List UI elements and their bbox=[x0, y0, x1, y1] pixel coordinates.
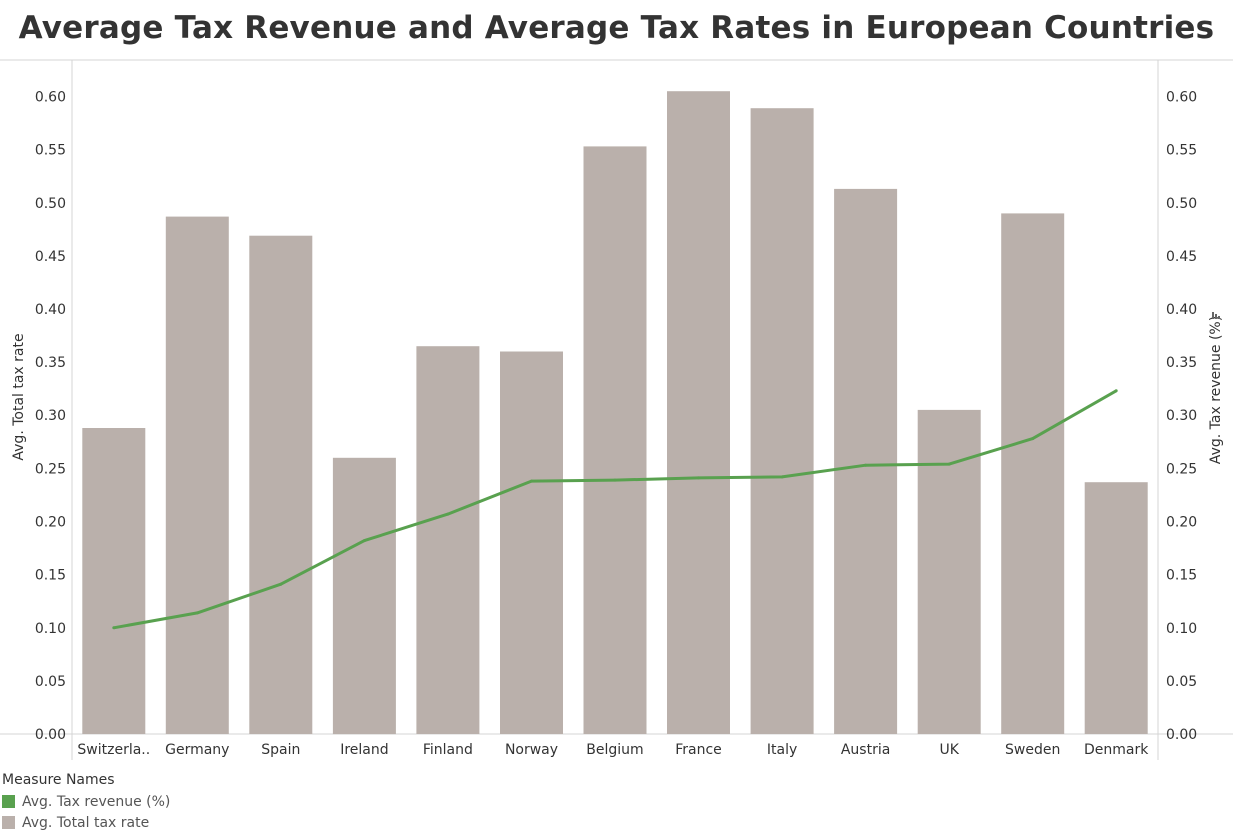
right-tick-label: 0.35 bbox=[1166, 355, 1197, 371]
right-tick-label: 0.15 bbox=[1166, 568, 1197, 584]
line-point-0[interactable] bbox=[112, 626, 116, 630]
line-point-9[interactable] bbox=[864, 463, 868, 467]
line-point-1[interactable] bbox=[195, 611, 199, 615]
bar-11[interactable] bbox=[1001, 213, 1065, 734]
bar-6[interactable] bbox=[583, 146, 647, 734]
bar-1[interactable] bbox=[165, 216, 229, 735]
x-tick-label: Denmark bbox=[1084, 742, 1149, 758]
x-tick-label: Switzerla.. bbox=[77, 742, 150, 758]
line-point-3[interactable] bbox=[362, 539, 366, 543]
bar-7[interactable] bbox=[667, 91, 730, 734]
right-tick-label: 0.10 bbox=[1166, 621, 1197, 637]
x-tick-label: Italy bbox=[767, 742, 797, 758]
left-tick-label: 0.35 bbox=[35, 355, 66, 371]
x-tick-label: Norway bbox=[505, 742, 558, 758]
left-axis-title: Avg. Total tax rate bbox=[11, 333, 27, 460]
right-tick-label: 0.05 bbox=[1166, 674, 1197, 690]
bar-3[interactable] bbox=[332, 457, 396, 735]
right-tick-label: 0.50 bbox=[1166, 196, 1197, 212]
line-point-11[interactable] bbox=[1031, 437, 1035, 441]
right-tick-label: 0.45 bbox=[1166, 249, 1197, 265]
left-tick-label: 0.15 bbox=[35, 568, 66, 584]
x-tick-label: Spain bbox=[261, 742, 300, 758]
line-point-5[interactable] bbox=[530, 479, 533, 483]
left-tick-label: 0.00 bbox=[35, 727, 66, 743]
bar-2[interactable] bbox=[249, 235, 313, 734]
right-tick-label: 0.25 bbox=[1166, 461, 1197, 477]
left-tick-label: 0.55 bbox=[35, 143, 66, 159]
line-point-2[interactable] bbox=[279, 582, 283, 586]
right-tick-label: 0.30 bbox=[1166, 408, 1197, 424]
line-series-group bbox=[112, 389, 1118, 630]
x-tick-label: Sweden bbox=[1005, 742, 1060, 758]
line-point-6[interactable] bbox=[613, 478, 617, 482]
legend-label: Avg. Total tax rate bbox=[22, 814, 150, 831]
x-tick-label: Ireland bbox=[340, 742, 388, 758]
bar-12[interactable] bbox=[1084, 482, 1148, 734]
left-tick-label: 0.60 bbox=[35, 90, 66, 106]
line-point-4[interactable] bbox=[446, 512, 450, 516]
x-tick-label: Austria bbox=[841, 742, 890, 758]
chart-title: Average Tax Revenue and Average Tax Rate… bbox=[18, 10, 1215, 46]
left-tick-label: 0.05 bbox=[35, 674, 66, 690]
legend: Measure Names Avg. Tax revenue (%) Avg. … bbox=[2, 772, 170, 833]
left-tick-label: 0.10 bbox=[35, 621, 66, 637]
left-tick-label: 0.20 bbox=[35, 515, 66, 531]
bar-8[interactable] bbox=[750, 108, 814, 734]
x-tick-label: Germany bbox=[165, 742, 229, 758]
left-tick-label: 0.45 bbox=[35, 249, 66, 265]
right-tick-label: 0.60 bbox=[1166, 90, 1197, 106]
right-tick-label: 0.40 bbox=[1166, 302, 1197, 318]
x-tick-label: Finland bbox=[423, 742, 473, 758]
combo-chart: 0.00 0.05 0.10 0.15 0.20 0.25 0.30 0.35 0.40 0.45… bbox=[0, 59, 1233, 760]
bars-group bbox=[82, 91, 1148, 735]
legend-swatch-grey bbox=[2, 816, 15, 829]
line-point-12[interactable] bbox=[1114, 389, 1118, 393]
x-tick-label: France bbox=[675, 742, 722, 758]
legend-item-tax-revenue[interactable]: Avg. Tax revenue (%) bbox=[2, 791, 170, 812]
x-axis-labels: Switzerla.. Germany Spain Ireland Finland Nor… bbox=[77, 742, 1149, 758]
x-tick-label: Belgium bbox=[586, 742, 643, 758]
x-tick-label: UK bbox=[939, 742, 959, 758]
right-axis-ticks: 0.00 0.05 0.10 0.15 0.20 0.25 0.30 0.35 0.40 0.45… bbox=[1166, 90, 1197, 744]
right-tick-label: 0.55 bbox=[1166, 143, 1197, 159]
right-tick-label: 0.00 bbox=[1166, 727, 1197, 743]
left-tick-label: 0.30 bbox=[35, 408, 66, 424]
bar-5[interactable] bbox=[500, 351, 563, 735]
left-tick-label: 0.40 bbox=[35, 302, 66, 318]
line-point-7[interactable] bbox=[697, 476, 700, 480]
right-tick-label: 0.20 bbox=[1166, 515, 1197, 531]
line-point-10[interactable] bbox=[947, 462, 951, 466]
left-tick-label: 0.25 bbox=[35, 461, 66, 477]
left-tick-label: 0.50 bbox=[35, 196, 66, 212]
legend-swatch-green bbox=[2, 795, 15, 808]
line-point-8[interactable] bbox=[780, 475, 784, 479]
legend-item-total-tax-rate[interactable]: Avg. Total tax rate bbox=[2, 812, 170, 833]
sort-icon[interactable] bbox=[1212, 312, 1220, 319]
legend-title: Measure Names bbox=[2, 772, 115, 788]
bar-9[interactable] bbox=[834, 188, 898, 734]
legend-label: Avg. Tax revenue (%) bbox=[22, 793, 171, 810]
bar-0[interactable] bbox=[82, 428, 146, 734]
right-axis-title: Avg. Tax revenue (%) bbox=[1208, 316, 1224, 464]
left-axis-ticks: 0.00 0.05 0.10 0.15 0.20 0.25 0.30 0.35 0.40 0.45… bbox=[35, 90, 66, 744]
bar-4[interactable] bbox=[416, 346, 480, 734]
